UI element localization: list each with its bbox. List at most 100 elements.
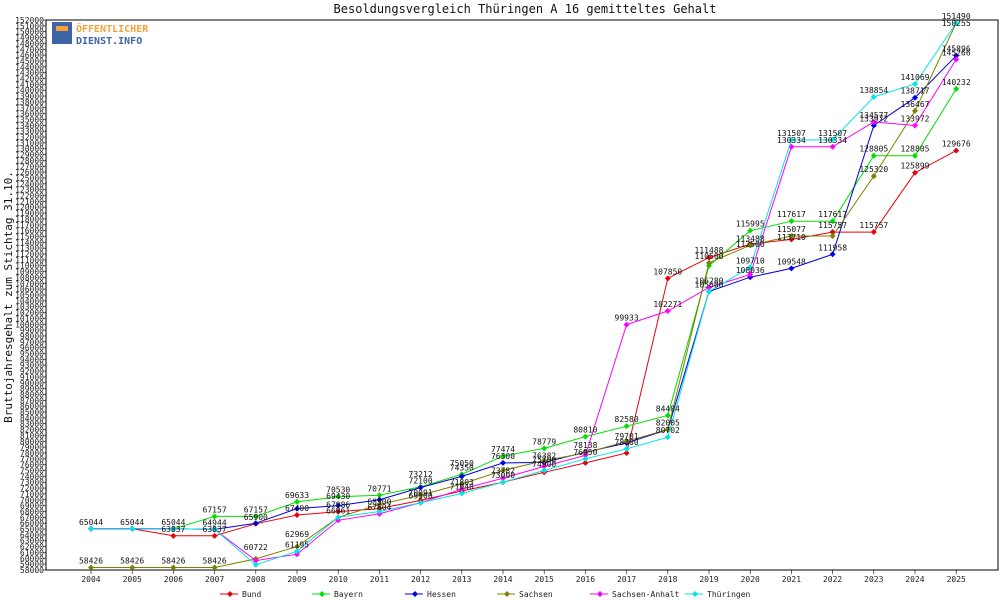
data-point-bund — [170, 532, 177, 539]
data-label: 84404 — [656, 405, 680, 414]
data-point-sachsen-anhalt — [664, 307, 671, 314]
x-tick-label: 2021 — [782, 575, 801, 584]
y-tick-label: 72000 — [20, 484, 44, 493]
data-label: 134577 — [859, 111, 888, 120]
data-point-bayern — [664, 412, 671, 419]
data-point-th-ringen — [294, 548, 300, 555]
data-label: 67157 — [203, 505, 227, 514]
y-tick-label: 75000 — [20, 467, 44, 476]
data-label: 71040 — [450, 483, 474, 492]
data-point-sachsen-anhalt — [747, 271, 754, 278]
data-label: 68500 — [367, 498, 391, 507]
data-point-bund — [664, 275, 671, 282]
data-point-sachsen-anhalt — [500, 475, 506, 482]
data-point-hessen — [252, 520, 259, 527]
data-label: 64944 — [203, 518, 227, 527]
data-point-bund — [211, 532, 218, 539]
data-label: 105600 — [695, 280, 724, 289]
y-tick-label: 73000 — [20, 478, 44, 487]
y-tick-label: 124000 — [15, 180, 44, 189]
y-tick-label: 136000 — [15, 110, 44, 119]
y-tick-label: 68000 — [20, 507, 44, 516]
data-point-th-ringen — [88, 525, 94, 532]
data-point-th-ringen — [912, 80, 918, 87]
x-tick-label: 2020 — [741, 575, 760, 584]
y-tick-label: 125000 — [15, 174, 44, 183]
legend-swatch-marker — [412, 591, 418, 597]
data-point-th-ringen — [376, 508, 383, 515]
y-tick-label: 111000 — [15, 256, 44, 265]
y-tick-label: 81000 — [20, 431, 44, 440]
y-tick-label: 126000 — [15, 168, 44, 177]
data-label: 131507 — [777, 129, 806, 138]
data-label: 128805 — [859, 145, 888, 154]
x-tick-label: 2004 — [81, 575, 100, 584]
data-point-hessen — [912, 94, 918, 101]
data-point-sachsen-anhalt — [458, 486, 465, 493]
x-tick-label: 2019 — [699, 575, 718, 584]
data-point-sachsen — [376, 501, 383, 508]
data-point-hessen — [335, 502, 342, 509]
data-point-sachsen — [88, 564, 94, 571]
data-label: 131507 — [818, 129, 847, 138]
legend-entry: Hessen — [427, 590, 456, 599]
data-point-th-ringen — [664, 434, 671, 441]
data-label: 111488 — [695, 246, 724, 255]
data-point-sachsen-anhalt — [870, 118, 877, 125]
x-tick-label: 2011 — [370, 575, 389, 584]
data-point-bund — [870, 229, 877, 236]
y-tick-label: 104000 — [15, 297, 44, 306]
data-point-bayern — [294, 498, 300, 505]
data-label: 67604 — [367, 503, 391, 512]
y-tick-label: 86000 — [20, 402, 44, 411]
data-label: 69500 — [409, 492, 433, 501]
data-point-sachsen — [706, 259, 712, 266]
y-tick-label: 140000 — [15, 86, 44, 95]
y-tick-label: 101000 — [15, 314, 44, 323]
data-point-bayern — [788, 218, 795, 225]
series-line-th-ringen — [91, 22, 957, 566]
y-tick-label: 133000 — [15, 127, 44, 136]
data-point-th-ringen — [582, 455, 589, 462]
x-tick-label: 2008 — [246, 575, 265, 584]
data-label: 67157 — [244, 505, 268, 514]
data-label: 76300 — [491, 452, 515, 461]
data-point-sachsen-anhalt — [706, 284, 712, 291]
y-tick-label: 77000 — [20, 455, 44, 464]
data-point-bayern — [953, 85, 960, 92]
x-tick-label: 2010 — [329, 575, 348, 584]
data-point-bund — [953, 147, 960, 154]
data-point-sachsen — [747, 242, 754, 249]
data-label: 115995 — [736, 220, 765, 229]
data-point-th-ringen — [170, 525, 177, 532]
data-label: 115757 — [859, 221, 888, 230]
y-tick-label: 127000 — [15, 162, 44, 171]
legend-entry: Bayern — [334, 590, 363, 599]
data-label: 117617 — [777, 210, 806, 219]
y-tick-label: 60000 — [20, 554, 44, 563]
x-tick-label: 2016 — [576, 575, 595, 584]
data-point-bayern — [211, 513, 218, 520]
x-tick-label: 2025 — [947, 575, 966, 584]
y-tick-label: 152000 — [15, 16, 44, 25]
data-point-sachsen-anhalt — [541, 463, 548, 470]
data-point-sachsen — [129, 564, 136, 571]
legend-swatch-marker — [227, 591, 233, 597]
data-label: 136467 — [901, 100, 930, 109]
data-label: 78700 — [615, 438, 639, 447]
y-tick-label: 102000 — [15, 309, 44, 318]
data-point-th-ringen — [706, 288, 712, 295]
data-label: 67986 — [326, 501, 350, 510]
data-label: 58426 — [161, 557, 185, 566]
y-tick-label: 62000 — [20, 543, 44, 552]
data-point-sachsen-anhalt — [582, 452, 589, 459]
data-label: 108036 — [736, 266, 765, 275]
series-line-sachsen-anhalt — [91, 59, 957, 562]
data-label: 65044 — [161, 518, 185, 527]
y-tick-label: 92000 — [20, 367, 44, 376]
data-label: 75700 — [532, 455, 556, 464]
data-label: 145266 — [942, 48, 971, 57]
y-tick-label: 90000 — [20, 379, 44, 388]
data-label: 109710 — [736, 256, 765, 265]
data-point-bund — [335, 508, 342, 515]
